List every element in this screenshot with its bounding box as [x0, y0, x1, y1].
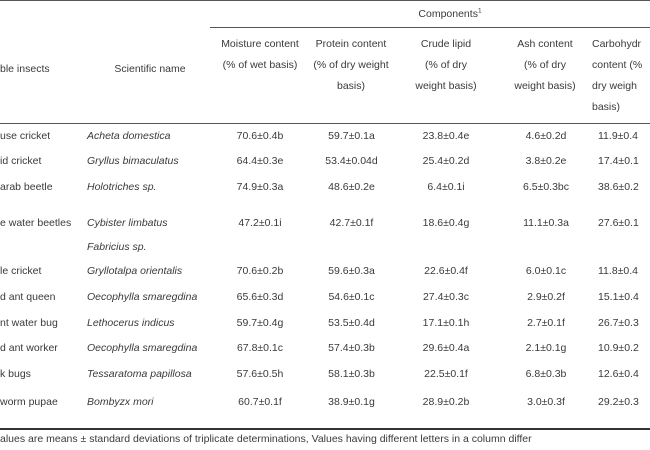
footnote: alues are means ± standard deviations of… — [0, 433, 532, 445]
value-cell: 65.6±0.3d — [236, 291, 284, 303]
value-cell: 27.6±0.1 — [598, 217, 639, 229]
value-cell: 6.5±0.3bc — [522, 181, 570, 193]
value-cell: 6.8±0.3b — [525, 368, 567, 380]
scientific-name-cell: Bombyzx mori — [87, 392, 212, 412]
scientific-name-line: Bombyzx mori — [87, 396, 154, 408]
value-cell: 22.5±0.1f — [424, 368, 468, 380]
value-cell: 22.6±0.4f — [424, 265, 468, 277]
value-cell: 2.7±0.1f — [527, 317, 565, 329]
value-cell: 74.9±0.3a — [236, 181, 284, 193]
header-bottom-rule — [0, 123, 650, 124]
column-header-scientific: Scientific name — [114, 63, 186, 75]
column-header-ash: Ash content (% of dry weight basis) — [514, 38, 576, 92]
value-cell: 48.6±0.2e — [328, 181, 375, 193]
scientific-name-cell: Cybister limbatus Fabricius sp. — [87, 213, 212, 257]
value-cell: 12.6±0.4 — [598, 368, 639, 380]
value-cell: 11.8±0.4 — [598, 265, 639, 277]
value-cell: 2.9±0.2f — [527, 291, 565, 303]
value-cell: 70.6±0.4b — [236, 130, 284, 142]
value-cell: 3.0±0.3f — [527, 396, 565, 408]
scientific-name-cell: Tessaratoma papillosa — [87, 364, 212, 384]
scientific-name-line: Oecophylla smaregdina — [87, 342, 198, 354]
insect-name-cell: use cricket — [0, 130, 51, 142]
scientific-name-cell: Holotriches sp. — [87, 177, 212, 197]
scientific-name-line: Oecophylla smaregdina — [87, 291, 198, 303]
value-cell: 59.7±0.4g — [236, 317, 284, 329]
value-cell: 17.1±0.1h — [422, 317, 470, 329]
value-cell: 67.8±0.1c — [236, 342, 284, 354]
value-cell: 29.6±0.4a — [422, 342, 470, 354]
scientific-name-line: Holotriches sp. — [87, 181, 157, 193]
insect-name-cell: e water beetles — [0, 217, 72, 229]
scientific-name-cell: Gryllus bimaculatus — [87, 151, 212, 171]
insect-name-cell: id cricket — [0, 155, 42, 167]
scientific-name-line: Tessaratoma papillosa — [87, 368, 192, 380]
top-rule — [0, 0, 650, 1]
column-header-protein: Protein content (% of dry weight basis) — [313, 38, 389, 92]
value-cell: 57.4±0.3b — [328, 342, 375, 354]
insect-name-cell: d ant worker — [0, 342, 58, 354]
value-cell: 25.4±0.2d — [422, 155, 470, 167]
value-cell: 53.4±0.04d — [325, 155, 378, 167]
insect-name-cell: le cricket — [0, 265, 42, 277]
value-cell: 59.7±0.1a — [328, 130, 375, 142]
value-cell: 17.4±0.1 — [598, 155, 639, 167]
value-cell: 28.9±0.2b — [422, 396, 470, 408]
value-cell: 42.7±0.1f — [329, 217, 374, 229]
column-header-moisture: Moisture content (% of wet basis) — [221, 38, 299, 71]
scientific-name-line: Acheta domestica — [87, 130, 171, 142]
scientific-name-cell: Lethocerus indicus — [87, 313, 212, 333]
scientific-name-line: Cybister limbatus — [87, 217, 168, 229]
table-bottom-rule — [0, 428, 650, 430]
value-cell: 6.4±0.1i — [427, 181, 465, 193]
insect-name-cell: arab beetle — [0, 181, 53, 193]
value-cell: 18.6±0.4g — [422, 217, 470, 229]
scientific-name-cell: Acheta domestica — [87, 126, 212, 146]
value-cell: 11.9±0.4 — [598, 130, 639, 142]
components-heading: Components1 — [418, 7, 482, 20]
scientific-name-cell: Oecophylla smaregdina — [87, 338, 212, 358]
value-cell: 54.6±0.1c — [328, 291, 375, 303]
insect-name-cell: nt water bug — [0, 317, 58, 329]
value-cell: 57.6±0.5h — [236, 368, 284, 380]
value-cell: 64.4±0.3e — [236, 155, 284, 167]
scientific-name-cell: Gryllotalpa orientalis — [87, 261, 212, 281]
value-cell: 38.9±0.1g — [328, 396, 375, 408]
scientific-name-line: Gryllus bimaculatus — [87, 155, 179, 167]
value-cell: 27.4±0.3c — [422, 291, 470, 303]
value-cell: 23.8±0.4e — [422, 130, 470, 142]
value-cell: 2.1±0.1g — [525, 342, 567, 354]
value-cell: 60.7±0.1f — [238, 396, 282, 408]
value-cell: 15.1±0.4 — [598, 291, 639, 303]
scientific-name-line: Lethocerus indicus — [87, 317, 175, 329]
insect-name-cell: d ant queen — [0, 291, 56, 303]
value-cell: 47.2±0.1i — [238, 217, 282, 229]
value-cell: 26.7±0.3 — [598, 317, 639, 329]
scientific-name-line: Fabricius sp. — [87, 241, 147, 253]
value-cell: 59.6±0.3a — [328, 265, 375, 277]
value-cell: 10.9±0.2 — [598, 342, 639, 354]
value-cell: 70.6±0.2b — [236, 265, 284, 277]
value-cell: 6.0±0.1c — [525, 265, 567, 277]
scientific-name-cell: Oecophylla smaregdina — [87, 287, 212, 307]
value-cell: 58.1±0.3b — [328, 368, 375, 380]
components-underline — [210, 27, 650, 28]
value-cell: 38.6±0.2 — [598, 181, 639, 193]
scientific-name-line: Gryllotalpa orientalis — [87, 265, 183, 277]
column-header-insects: ble insects — [0, 63, 50, 75]
column-header-carbohydrate: Carbohydr content (% dry weigh basis) — [592, 38, 643, 113]
value-cell: 4.6±0.2d — [525, 130, 567, 142]
value-cell: 29.2±0.3 — [598, 396, 639, 408]
value-cell: 11.1±0.3a — [523, 217, 569, 229]
column-header-lipid: Crude lipid (% of dry weight basis) — [415, 38, 477, 92]
value-cell: 53.5±0.4d — [328, 317, 375, 329]
insect-name-cell: worm pupae — [0, 396, 58, 408]
insect-name-cell: k bugs — [0, 368, 31, 380]
value-cell: 3.8±0.2e — [525, 155, 567, 167]
